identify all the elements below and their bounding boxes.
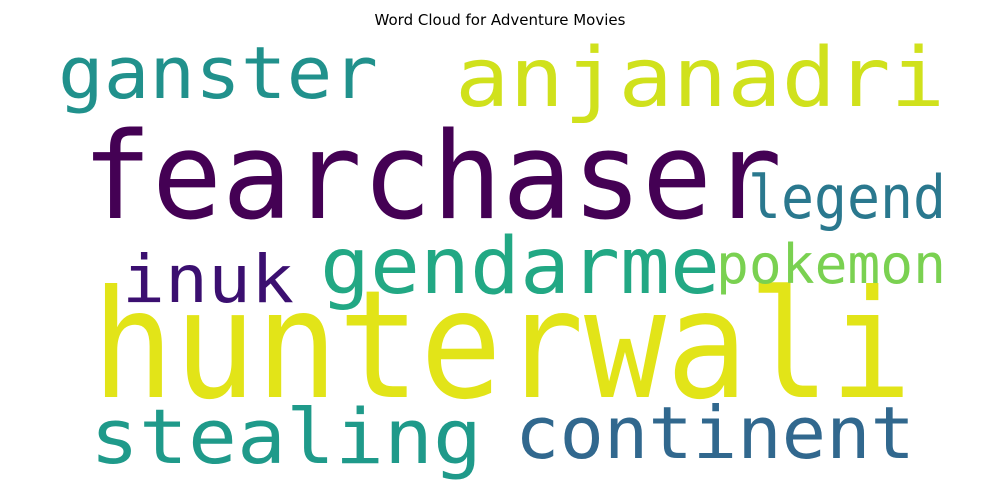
chart-title: Word Cloud for Adventure Movies	[374, 11, 626, 29]
word-gendarme: gendarme	[320, 222, 720, 312]
word-ganster: ganster	[58, 31, 378, 115]
word-inuk: inuk	[122, 241, 294, 318]
word-stealing: stealing	[90, 392, 482, 481]
word-anjanadri: anjanadri	[455, 31, 945, 126]
word-fearchaser: fearchaser	[82, 108, 782, 247]
word-legend: legend	[748, 163, 946, 233]
word-hunterwali: hunterwali	[92, 259, 912, 433]
word-continent: continent	[515, 391, 915, 475]
word-pokemon: pokemon	[716, 233, 946, 296]
